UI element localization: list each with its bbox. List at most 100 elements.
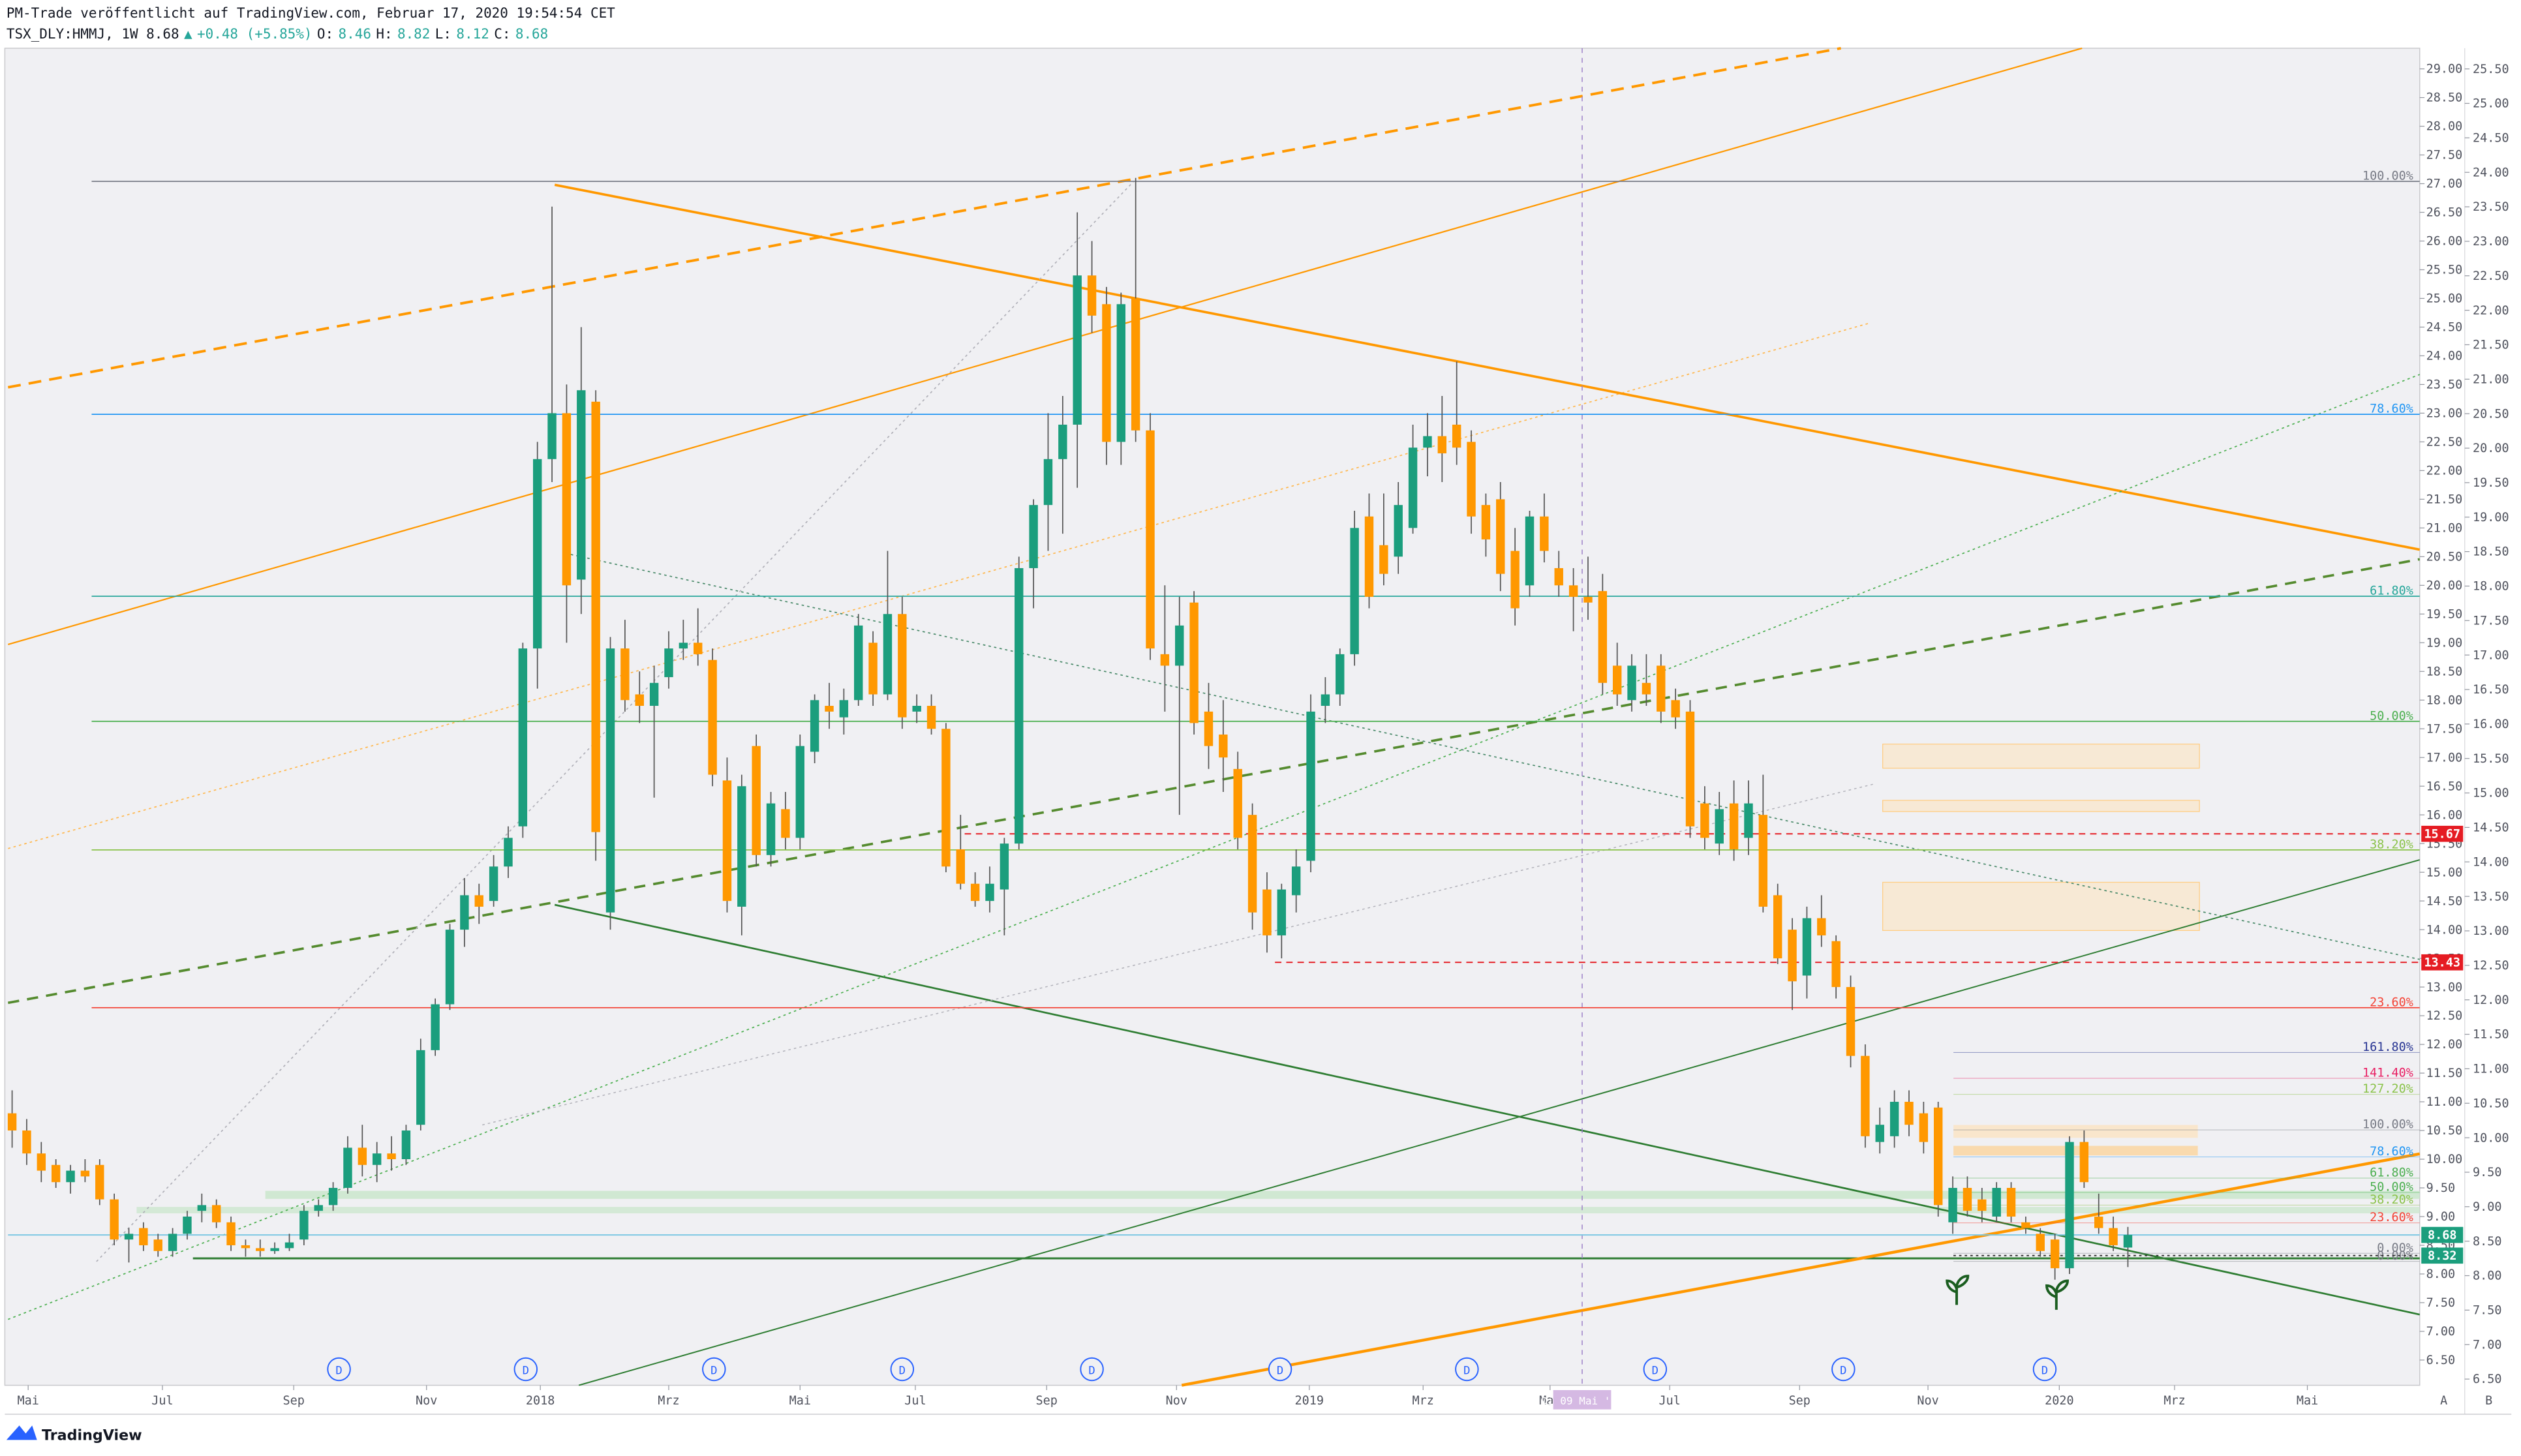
y-tick-label: 17.00 [2426,751,2463,765]
y2-tick-label: 13.50 [2473,890,2509,903]
candle-body [708,660,717,775]
fib-label: 23.60% [2370,995,2413,1009]
crosshair-box [1553,1389,1612,1410]
candle-body [795,746,804,838]
fib-label: 161.80% [2362,1040,2413,1054]
y2-tick-label: 8.00 [2473,1269,2501,1283]
scale-button[interactable]: A [2440,1394,2447,1408]
candle-body [1394,505,1403,557]
candle-body [445,930,455,1005]
candle-body [1875,1125,1884,1142]
y2-tick-label: 10.00 [2473,1131,2509,1145]
candle-body [1204,711,1214,746]
candle-body [1321,694,1330,706]
candle-body [1642,682,1651,695]
candle-body [2050,1239,2060,1269]
candle-body [211,1205,221,1222]
x-tick-label: Nov [1917,1394,1938,1408]
candle-body [956,849,965,884]
fib-label: 78.60% [2370,402,2413,416]
zone [1882,744,2200,769]
candle-body [825,706,834,712]
candle-body [1700,803,1709,838]
candle-body [460,895,469,930]
price-label-box [2421,1226,2464,1243]
candle-body [1540,516,1549,551]
candle-body [1554,568,1563,586]
event-label: D [523,1364,529,1377]
candle-body [605,648,615,913]
y-tick-label: 24.50 [2426,321,2463,335]
x-tick-label: Mai [17,1394,38,1408]
y2-tick-label: 8.50 [2473,1235,2501,1249]
candle-body [1889,1102,1899,1136]
header-segment: 8.68 [515,26,548,42]
candle-body [124,1234,134,1240]
x-tick-label: 2020 [2045,1394,2073,1408]
candle-body [1758,815,1768,907]
candle-body [1525,516,1535,586]
candle-body [1948,1187,1957,1222]
y-tick-label: 14.50 [2426,894,2463,908]
y2-tick-label: 23.00 [2473,235,2509,249]
zone [1882,800,2200,812]
x-tick-label: Mai [2297,1394,2318,1408]
scale-button[interactable]: B [2485,1394,2492,1408]
candle-body [431,1004,440,1050]
event-marker [890,1357,915,1382]
y2-tick-label: 13.00 [2473,924,2509,938]
price-label-box [2421,954,2464,971]
candle-body [985,883,994,902]
header-segment: C: [494,26,510,42]
candle-body [80,1170,90,1177]
candle-body [139,1228,148,1245]
x-tick-label: Jul [151,1394,173,1408]
candle-body [2079,1142,2089,1183]
y2-tick-label: 11.00 [2473,1063,2509,1076]
candle-body [401,1130,411,1160]
candle-body [1481,505,1491,539]
x-tick-label: Jul [904,1394,926,1408]
candle-body [635,694,644,706]
candle-body [883,614,893,695]
signal-icon [2045,1279,2070,1310]
candle-body [256,1248,265,1251]
header-segment: L: [435,26,451,42]
y-tick-label: 16.50 [2426,780,2463,793]
fib-label: 127.20% [2362,1082,2413,1096]
candle-body [1058,424,1067,459]
trend-line [7,558,2421,1005]
y-tick-label: 25.00 [2426,292,2463,306]
fib-label: 61.80% [2370,1166,2413,1180]
candle-body [1160,654,1170,666]
candle-body [1437,436,1447,453]
event-label: D [710,1364,717,1377]
header-symbol: TSX_DLY:HMMJ, 1W 8.68 ▲ +0.48 (+5.85%) O: 8.… [7,26,548,42]
x-tick-label: 2019 [1295,1394,1324,1408]
candle-body [1291,866,1301,896]
trend-line [554,183,2421,551]
y2-tick-label: 25.00 [2473,97,2509,111]
candle-body [649,682,659,706]
candle-body [1131,298,1140,431]
y-tick-label: 22.00 [2426,464,2463,478]
candle-body [679,643,688,649]
trend-line [482,783,1874,1126]
y-tick-label: 25.50 [2426,264,2463,277]
fib-label: 100.00% [2362,170,2413,183]
trend-line [578,859,2421,1386]
candle-body [781,809,790,838]
price-label-box [2421,1247,2464,1264]
x-tick-label: Mrz [658,1394,679,1408]
candle-body [1408,447,1418,528]
candle-body [1175,625,1184,666]
y2-tick-label: 14.50 [2473,821,2509,835]
y-tick-label: 26.00 [2426,235,2463,249]
candle-body [577,390,586,580]
y-tick-label: 29.00 [2426,63,2463,76]
fib-label: 38.20% [2370,1193,2413,1207]
y-tick-label: 18.00 [2426,693,2463,707]
y2-tick-label: 23.50 [2473,200,2509,214]
trend-line [8,374,2421,1320]
candle-body [183,1216,192,1234]
